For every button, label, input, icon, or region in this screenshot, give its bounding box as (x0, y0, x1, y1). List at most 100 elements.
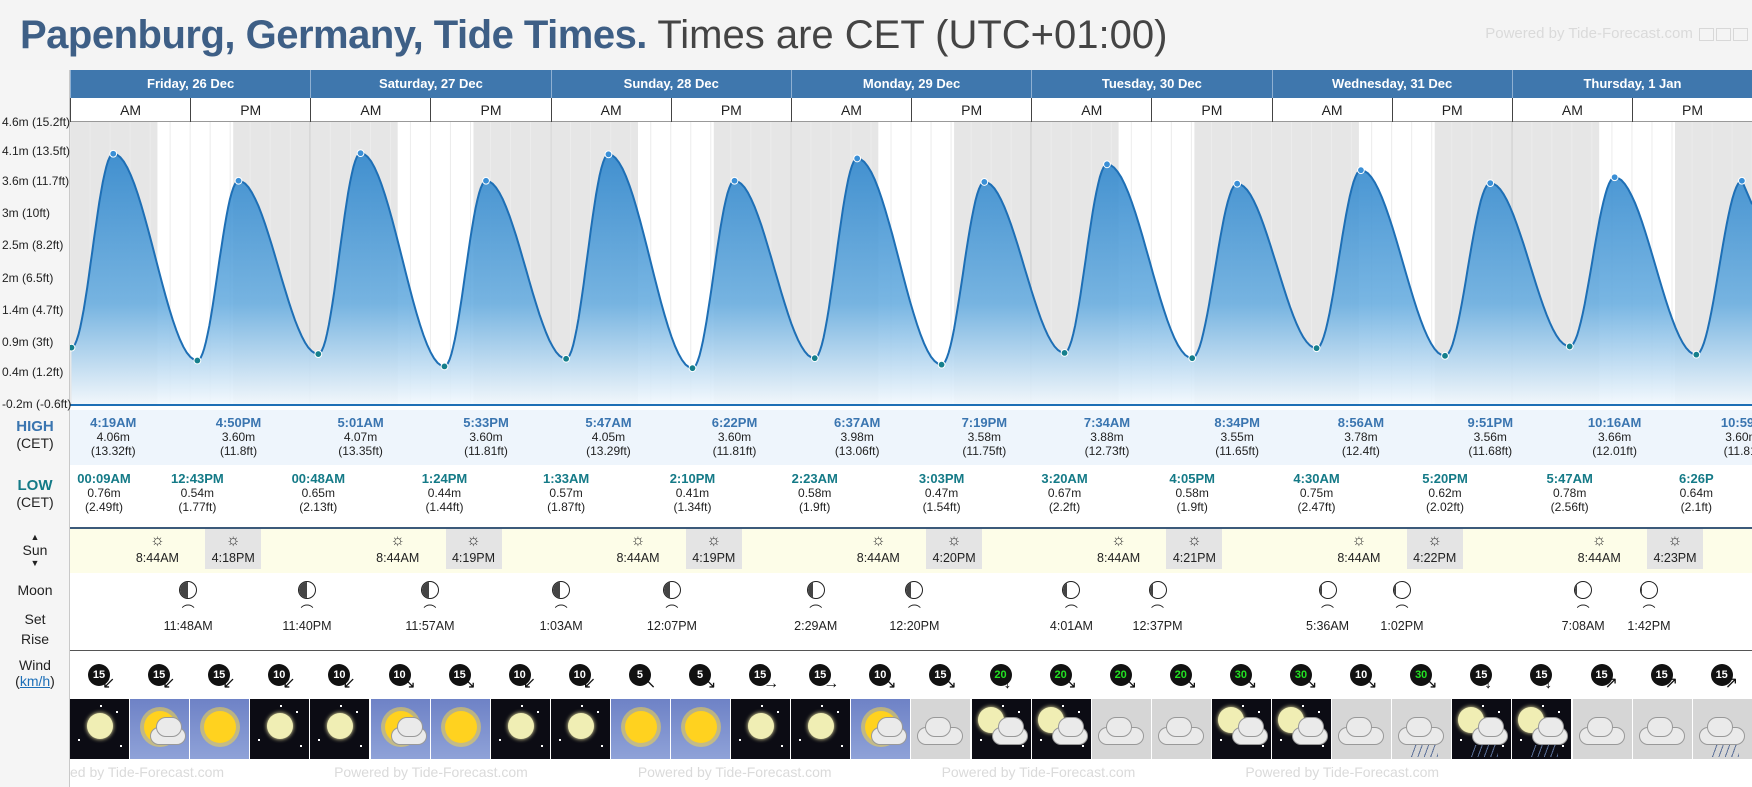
wind-speed: 20 (1169, 664, 1192, 686)
sunset-icon: ☼ (946, 532, 962, 549)
high-tide-point (1737, 176, 1746, 185)
cloudy-icon (1151, 699, 1211, 759)
moonrise-icon: ⌒ (423, 604, 437, 619)
sunset-time: 4:20PM (932, 551, 976, 565)
wind-unit-link[interactable]: km/h (19, 673, 51, 689)
wind-speed: 15 (448, 664, 471, 686)
y-tick-label: 0.4m (1.2ft) (2, 364, 64, 379)
am-header: AM (1031, 98, 1151, 122)
star-icon (1061, 705, 1064, 707)
rain-icon (1470, 745, 1499, 757)
sunset-time: 4:23PM (1653, 551, 1697, 565)
wind-direction-icon: ↗ (1664, 675, 1678, 692)
moon-shade (1575, 582, 1577, 598)
high-tide-entry: 5:33PM 3.60m (11.81ft) (454, 416, 518, 459)
sun-icon (671, 699, 730, 759)
wind-direction-icon: ↘ (1183, 675, 1198, 692)
tide-height-m: 0.78m (1552, 486, 1587, 500)
tide-height-m: 3.56m (1473, 430, 1507, 444)
star-icon (1081, 745, 1084, 747)
moon-time: 7:08AM (1561, 619, 1605, 633)
location-title: Papenburg, Germany, Tide Times. (20, 13, 647, 57)
tide-height-ft: (1.34ft) (673, 500, 712, 514)
pm-header: PM (911, 98, 1031, 122)
wind-unit-wrap: (km/h) (15, 673, 55, 689)
tide-height-ft: (2.56ft) (1550, 500, 1589, 514)
high-tide-point (1233, 179, 1242, 188)
sunset-entry: ☼ 4:23PM (1647, 529, 1703, 569)
day-header: Tuesday, 30 Dec (1031, 70, 1271, 98)
wind-label-text: Wind (19, 657, 51, 673)
star-icon (1001, 705, 1004, 707)
low-tide-entry: 4:05PM 0.58m (1.9ft) (1160, 472, 1224, 515)
star-icon (536, 711, 539, 713)
moon-rain-icon (1452, 699, 1512, 759)
sunset-entry: ☼ 4:21PM (1166, 529, 1223, 569)
star-icon (739, 739, 742, 741)
wind-speed: 5 (689, 664, 711, 686)
day-header: Sunday, 28 Dec (550, 70, 791, 98)
moon-icon (507, 713, 534, 739)
powered-by-footer[interactable]: ed by Tide-Forecast.com Powered by Tide-F… (70, 764, 1549, 780)
moonrise-icon: ⌒ (1395, 604, 1409, 619)
tide-time: 2:10PM (669, 471, 716, 486)
cloud-icon (1538, 717, 1565, 737)
moon-label-text: Moon (17, 582, 53, 598)
sunset-entry: ☼ 4:18PM (205, 529, 262, 569)
powered-by-credit[interactable]: Powered by Tide-Forecast.com (1485, 25, 1748, 42)
moon-icon (87, 713, 113, 739)
wind-indicator: 15 ↗ (1579, 658, 1619, 698)
powered-by-text: Powered by Tide-Forecast.com (637, 764, 832, 780)
wind-speed: 20 (1049, 664, 1072, 686)
wind-row: 15 ↙ 15 ↙ 15 ↙ 10 ↙ 10 ↙ 10 ↘ 15 ↘ 10 ↙ 10 ↙ 5 ↖ 5 ↘ 15 → 15 → 10 ↘… (70, 652, 1752, 698)
high-tide-point (234, 176, 243, 185)
rain-icon (1410, 745, 1439, 757)
tide-time: 6:37AM (834, 415, 881, 430)
tide-time: 1:24PM (421, 471, 468, 486)
star-icon (356, 711, 359, 713)
low-tide-entry: 2:23AM 0.58m (1.9ft) (783, 472, 847, 515)
pm-header: PM (670, 98, 791, 122)
moon-clear-icon (310, 699, 370, 759)
star-icon (1257, 711, 1260, 713)
low-tide-point (1188, 354, 1197, 363)
sunrise-entry: ☼ 8:44AM (610, 533, 666, 566)
y-tick-label: 1.4m (4.7ft) (2, 303, 64, 317)
powered-by-text: Powered by Tide-Forecast.com (334, 764, 528, 780)
moon-row: ⌒ 11:48AM ⌒ 11:40PM ⌒ 11:57AM ⌒ 1:03AM ⌒ 12:07PM ⌒… (70, 573, 1752, 651)
tide-time: 5:01AM (337, 415, 384, 430)
wind-indicator: 15 ↗ (1639, 658, 1679, 698)
sunrise-time: 8:44AM (616, 551, 660, 565)
star-icon (1039, 739, 1042, 741)
moon-phase-icon (806, 581, 825, 599)
tide-height-ft: (13.29ft) (586, 444, 631, 458)
star-icon (520, 705, 523, 707)
sunrise-entry: ☼ 8:44AM (1091, 533, 1147, 566)
wind-speed: 30 (1229, 664, 1252, 686)
star-icon (120, 745, 122, 747)
high-tide-entry: 6:37AM 3.98m (13.06ft) (825, 415, 889, 459)
set-label-text: Set (24, 611, 46, 627)
tide-height-m: 3.55m (1220, 430, 1254, 444)
am-header: AM (70, 98, 190, 122)
star-icon (1280, 739, 1282, 741)
wind-speed: 20 (989, 664, 1012, 686)
rain-icon (1530, 745, 1559, 757)
set-label: Set (0, 611, 70, 628)
star-icon (300, 745, 303, 747)
high-tide-point (730, 176, 739, 185)
rise-label: Rise (0, 631, 70, 648)
tide-height-m: 0.54m (180, 486, 215, 500)
wind-indicator: 10 ↙ (256, 658, 296, 698)
sun-cloud-icon (130, 699, 190, 759)
low-tide-point (314, 350, 323, 358)
tide-height-ft: (1.9ft) (799, 500, 831, 514)
wind-indicator: 15 ↗ (1699, 658, 1739, 698)
sunset-time: 4:21PM (1172, 551, 1216, 565)
wind-indicator: 20 ↓ (978, 658, 1018, 698)
wind-indicator: 15 → (737, 658, 779, 698)
wind-direction-icon: ↙ (522, 675, 537, 692)
star-icon (1482, 705, 1485, 707)
sunset-icon: ☼ (1427, 532, 1443, 549)
wind-direction-icon: ↘ (1063, 675, 1077, 692)
